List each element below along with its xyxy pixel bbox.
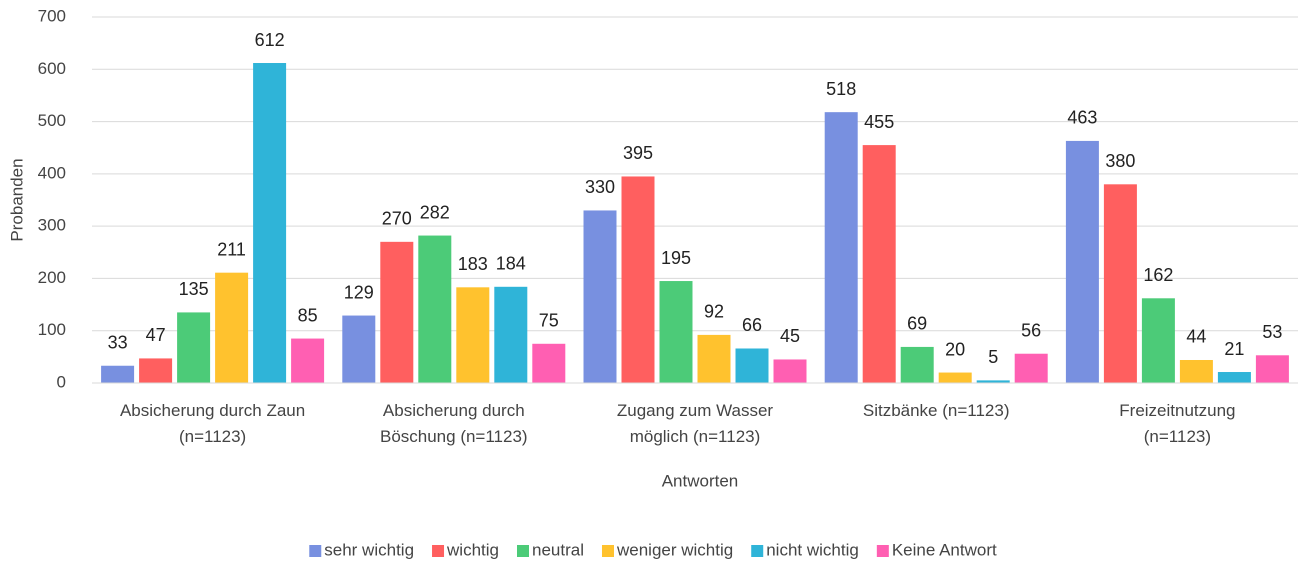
data-label: 330 (585, 177, 615, 197)
x-tick-label: Freizeitnutzung (n=1123) (1119, 401, 1235, 446)
data-label: 20 (945, 339, 965, 359)
y-tick-label: 600 (38, 59, 66, 78)
data-label: 183 (458, 254, 488, 274)
x-tick-label: Absicherung durch Böschung (n=1123) (380, 401, 528, 446)
legend-label: nicht wichtig (766, 540, 859, 559)
bar (418, 235, 452, 383)
data-label: 5 (988, 347, 998, 367)
bar (938, 372, 972, 383)
data-label: 69 (907, 314, 927, 334)
bar (177, 312, 211, 383)
bar (1141, 298, 1175, 383)
legend-label: sehr wichtig (324, 540, 414, 559)
x-tick-label: Zugang zum Wasser möglich (n=1123) (617, 401, 774, 446)
legend-label: neutral (532, 540, 584, 559)
bar (494, 286, 528, 383)
data-label: 44 (1186, 327, 1206, 347)
x-tick-label-line: (n=1123) (179, 427, 246, 446)
legend-swatch (309, 545, 322, 557)
x-tick-label-line: möglich (n=1123) (630, 427, 761, 446)
data-label: 75 (539, 311, 559, 331)
y-tick-label: 400 (38, 163, 66, 182)
x-tick-label: Sitzbänke (n=1123) (863, 401, 1010, 420)
data-label: 282 (420, 202, 450, 222)
legend-swatch (601, 545, 614, 557)
bar (824, 112, 858, 383)
y-axis-label: Probanden (7, 158, 26, 241)
x-tick-label-line: Sitzbänke (n=1123) (863, 401, 1010, 420)
data-label: 184 (496, 254, 526, 274)
bar (900, 346, 934, 383)
bar (456, 287, 490, 383)
bar (253, 63, 287, 384)
x-axis-label: Antworten (662, 471, 739, 490)
y-tick-label: 500 (38, 111, 66, 130)
x-tick-label-line: Zugang zum Wasser (617, 401, 774, 420)
bar (1103, 184, 1137, 383)
bar (773, 359, 807, 383)
legend: sehr wichtig wichtig neutral weniger wichti… (309, 540, 997, 559)
legend-swatch (517, 545, 529, 557)
bar (380, 241, 414, 383)
data-label: 21 (1224, 339, 1244, 359)
bar (342, 315, 376, 383)
bar (862, 145, 896, 383)
bar (101, 365, 135, 383)
data-label: 270 (382, 209, 412, 229)
bar (1179, 359, 1213, 383)
legend-label: Keine Antwort (892, 540, 997, 559)
x-tick-label-line: Absicherung durch (383, 401, 525, 420)
data-label: 85 (298, 305, 318, 325)
x-tick-label-line: Absicherung durch Zaun (120, 401, 305, 420)
bar (1217, 372, 1251, 383)
bar (1255, 355, 1289, 383)
legend-swatch (751, 545, 764, 557)
y-tick-label: 0 (57, 372, 66, 391)
x-tick-label-line: Freizeitnutzung (1119, 401, 1235, 420)
legend-swatch (876, 545, 889, 557)
bar (659, 281, 693, 383)
data-label: 518 (826, 79, 856, 99)
bar (291, 338, 325, 383)
y-tick-label: 200 (38, 268, 66, 287)
data-label: 47 (146, 325, 166, 345)
data-label: 195 (661, 248, 691, 268)
x-tick-label-line: (n=1123) (1144, 427, 1211, 446)
data-label: 33 (108, 332, 128, 352)
y-tick-label: 700 (38, 6, 66, 25)
y-tick-label: 100 (38, 320, 66, 339)
legend-label: weniger wichtig (616, 540, 733, 559)
bar (215, 272, 249, 383)
data-label: 612 (255, 30, 285, 50)
bar (583, 210, 617, 383)
legend-label: wichtig (446, 540, 499, 559)
y-tick-label: 300 (38, 216, 66, 235)
data-label: 211 (217, 239, 246, 259)
bar (139, 358, 173, 383)
bar (1065, 140, 1099, 383)
data-label: 45 (780, 326, 800, 346)
bar (532, 343, 566, 383)
bar (976, 380, 1010, 383)
x-tick-label-line: Böschung (n=1123) (380, 427, 528, 446)
legend-swatch (432, 545, 445, 557)
data-label: 53 (1262, 322, 1282, 342)
bar (621, 176, 655, 383)
bar (1014, 353, 1048, 383)
data-label: 56 (1021, 320, 1041, 340)
data-label: 66 (742, 315, 762, 335)
bar (697, 334, 731, 383)
data-label: 380 (1105, 151, 1135, 171)
data-label: 92 (704, 302, 724, 322)
data-label: 129 (344, 282, 374, 302)
bar (735, 348, 769, 383)
data-label: 162 (1143, 265, 1173, 285)
data-label: 135 (179, 279, 209, 299)
x-tick-label: Absicherung durch Zaun (n=1123) (120, 401, 305, 446)
data-label: 463 (1067, 108, 1097, 128)
data-label: 395 (623, 143, 653, 163)
data-label: 455 (864, 112, 894, 132)
